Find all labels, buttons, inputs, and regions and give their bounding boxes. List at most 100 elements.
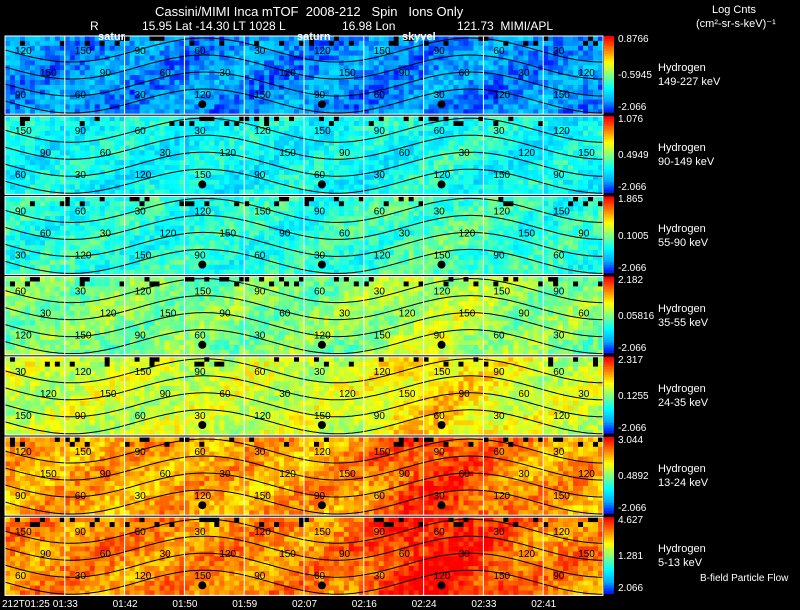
heatmap-cell xyxy=(145,196,150,201)
heatmap-cell xyxy=(219,201,224,206)
heatmap-cell xyxy=(493,146,498,151)
heatmap-cell xyxy=(593,180,598,185)
heatmap-cell xyxy=(364,95,369,100)
heatmap-cell xyxy=(90,36,95,41)
heatmap-cell xyxy=(404,221,409,226)
heatmap-cell xyxy=(249,231,254,236)
heatmap-cell xyxy=(75,141,80,146)
heatmap-cell xyxy=(229,90,234,95)
heatmap-cell xyxy=(229,175,234,180)
heatmap-cell xyxy=(110,201,115,206)
heatmap-cell xyxy=(384,146,389,151)
heatmap-cell xyxy=(518,116,523,121)
heatmap-cell xyxy=(513,216,518,221)
heatmap-cell xyxy=(543,201,548,206)
heatmap-cell xyxy=(75,221,80,226)
heatmap-cell xyxy=(339,80,344,85)
heatmap-cell xyxy=(169,95,174,100)
heatmap-cell xyxy=(364,100,369,105)
heatmap-cell xyxy=(334,136,339,141)
heatmap-cell xyxy=(145,150,150,155)
heatmap-cell xyxy=(404,165,409,170)
heatmap-cell xyxy=(110,95,115,100)
heatmap-cell xyxy=(284,180,289,185)
heatmap-cell xyxy=(349,201,354,206)
heatmap-cell xyxy=(150,226,155,231)
heatmap-cell xyxy=(518,90,523,95)
heatmap-cell xyxy=(135,141,140,146)
heatmap-cell xyxy=(254,185,259,190)
heatmap-cell xyxy=(349,165,354,170)
heatmap-cell xyxy=(259,196,264,201)
heatmap-cell xyxy=(184,201,189,206)
heatmap-cell xyxy=(379,196,384,201)
heatmap-cell xyxy=(324,196,329,201)
heatmap-cell xyxy=(513,170,518,175)
heatmap-cell xyxy=(150,150,155,155)
heatmap-cell xyxy=(568,46,573,51)
heatmap-cell xyxy=(289,116,294,121)
heatmap-cell xyxy=(369,146,374,151)
heatmap-cell xyxy=(449,65,454,70)
heatmap-cell xyxy=(65,206,70,211)
heatmap-cell xyxy=(523,131,528,136)
heatmap-cell xyxy=(543,185,548,190)
heatmap-cell xyxy=(159,211,164,216)
heatmap-cell xyxy=(145,116,150,121)
heatmap-cell xyxy=(209,46,214,51)
heatmap-cell xyxy=(105,160,110,165)
heatmap-cell xyxy=(5,221,10,226)
heatmap-cell xyxy=(209,75,214,80)
heatmap-cell xyxy=(513,90,518,95)
contour-label: 120 xyxy=(314,46,331,57)
heatmap-cell xyxy=(140,70,145,75)
heatmap-cell xyxy=(454,80,459,85)
heatmap-cell xyxy=(558,36,563,41)
contour-label: 120 xyxy=(578,68,595,79)
heatmap-cell xyxy=(289,160,294,165)
heatmap-cell xyxy=(463,170,468,175)
heatmap-cell xyxy=(508,51,513,56)
heatmap-cell xyxy=(284,216,289,221)
heatmap-cell xyxy=(30,75,35,80)
heatmap-cell xyxy=(334,100,339,105)
heatmap-cell xyxy=(219,165,224,170)
heatmap-cell xyxy=(229,185,234,190)
heatmap-cell xyxy=(279,104,284,109)
heatmap-cell xyxy=(439,160,444,165)
heatmap-cell xyxy=(55,116,60,121)
contour-label: 60 xyxy=(399,148,411,159)
heatmap-cell xyxy=(65,100,70,105)
heatmap-cell xyxy=(424,80,429,85)
heatmap-cell xyxy=(229,104,234,109)
heatmap-cell xyxy=(70,155,75,160)
heatmap-cell xyxy=(483,131,488,136)
heatmap-cell xyxy=(309,231,314,236)
heatmap-cell xyxy=(164,95,169,100)
heatmap-cell xyxy=(424,85,429,90)
heatmap-cell xyxy=(449,60,454,65)
heatmap-cell xyxy=(115,175,120,180)
heatmap-cell xyxy=(45,131,50,136)
heatmap-cell xyxy=(244,65,249,70)
heatmap-cell xyxy=(269,60,274,65)
heatmap-cell xyxy=(75,60,80,65)
heatmap-cell xyxy=(244,196,249,201)
heatmap-cell xyxy=(269,185,274,190)
heatmap-cell xyxy=(463,180,468,185)
heatmap-cell xyxy=(145,155,150,160)
heatmap-cell xyxy=(399,136,404,141)
heatmap-cell xyxy=(75,196,80,201)
contour-label: 60 xyxy=(135,126,147,137)
heatmap-cell xyxy=(249,104,254,109)
heatmap-cell xyxy=(354,46,359,51)
heatmap-cell xyxy=(449,206,454,211)
heatmap-cell xyxy=(244,131,249,136)
heatmap-cell xyxy=(174,206,179,211)
heatmap-cell xyxy=(528,51,533,56)
heatmap-cell xyxy=(284,41,289,46)
heatmap-cell xyxy=(40,185,45,190)
heatmap-cell xyxy=(35,165,40,170)
heatmap-cell xyxy=(145,65,150,70)
heatmap-cell xyxy=(75,65,80,70)
